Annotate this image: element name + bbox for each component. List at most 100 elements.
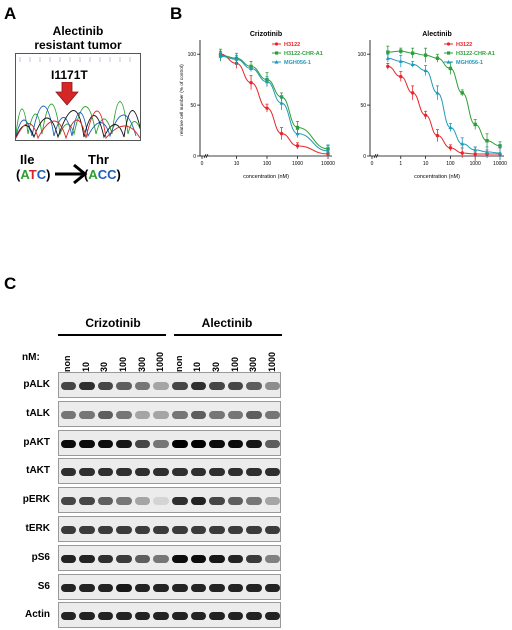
blot-band <box>190 554 207 563</box>
blot-band <box>172 382 188 390</box>
blot-band <box>172 526 188 534</box>
blot-band <box>134 497 151 506</box>
blot-band <box>134 410 151 419</box>
blot-band <box>190 410 207 419</box>
blot-band <box>116 612 132 621</box>
blot-band <box>97 583 114 592</box>
series-line-H3122-CHR-A1 <box>220 54 329 150</box>
blot-band <box>264 439 280 448</box>
blot-band <box>246 526 262 534</box>
blot-row-label: tALK <box>26 407 50 419</box>
blot-row <box>58 400 281 427</box>
blot-row-label: tERK <box>25 523 50 534</box>
series-line-H3122 <box>387 65 500 155</box>
data-point <box>448 66 453 71</box>
axis-break <box>375 153 379 159</box>
blot-band <box>153 382 169 390</box>
x-tick-label: 100 <box>446 161 455 167</box>
lane-label: non <box>62 355 73 373</box>
data-point <box>386 50 390 54</box>
blot-band <box>97 468 114 477</box>
from-codon-base-1: A <box>20 167 29 182</box>
blot-band <box>116 554 132 563</box>
nm-label: nM: <box>22 352 40 363</box>
data-point <box>218 54 223 58</box>
blot-band <box>116 410 132 419</box>
paren-close: ) <box>46 167 51 182</box>
blot-band <box>246 497 262 506</box>
blot-row-label: pALK <box>23 379 50 390</box>
blot-row <box>58 602 281 629</box>
to-codon-base-1: A <box>88 167 98 182</box>
x-tick-label: 1000 <box>470 161 481 167</box>
blot-band <box>264 497 280 506</box>
x-axis-label: concentration (nM) <box>414 174 460 180</box>
to-codon: (ACC) <box>84 167 121 182</box>
data-point <box>498 150 502 155</box>
blot-band <box>264 583 280 592</box>
y-tick-label: 50 <box>190 103 196 109</box>
blot-band <box>79 439 95 448</box>
blot-band <box>172 554 188 563</box>
alectinib-group-bar <box>174 334 282 336</box>
series-line-H3122-CHR-A1 <box>387 50 501 147</box>
series-line-H3122 <box>220 53 329 155</box>
blot-band <box>79 583 95 592</box>
y-tick-label: 100 <box>358 52 367 58</box>
data-point <box>326 148 330 153</box>
blot-band <box>79 468 95 477</box>
chart-title: Crizotinib <box>250 31 282 38</box>
data-point <box>423 113 428 117</box>
blot-band <box>172 612 188 621</box>
paren-close: ) <box>116 167 121 182</box>
blot-band <box>153 439 169 448</box>
chromatogram-trace <box>16 57 140 140</box>
blot-band <box>209 468 225 477</box>
panel-a-title: Alectinib resistant tumor <box>18 24 138 52</box>
legend-label: H3122 <box>456 42 472 48</box>
x-tick-label: 0 <box>201 161 204 167</box>
blot-band <box>190 526 207 534</box>
blot-row-label: pAKT <box>23 436 50 448</box>
data-point <box>410 62 415 66</box>
blot-band <box>153 583 169 592</box>
chromatogram <box>15 53 141 141</box>
blot-row-label: tAKT <box>26 465 50 477</box>
blot-band <box>190 382 207 390</box>
blot-band <box>79 554 95 563</box>
blot-band <box>60 554 77 563</box>
data-point <box>249 66 254 71</box>
blot-band <box>116 382 132 390</box>
data-point <box>249 80 253 85</box>
y-tick-label: 100 <box>188 52 197 58</box>
blot-band <box>153 410 169 419</box>
blot-band <box>153 526 169 534</box>
data-point <box>399 49 403 53</box>
blot-band <box>97 410 114 419</box>
panel-a-letter: A <box>4 4 17 23</box>
axis-break <box>203 153 207 159</box>
blot-band <box>97 439 114 448</box>
blot-row-label: pS6 <box>31 551 50 563</box>
x-tick-label: 1000 <box>292 161 303 167</box>
blot-band <box>227 497 244 506</box>
data-point <box>435 56 440 60</box>
from-codon-base-3: C <box>36 167 47 182</box>
blot-band <box>79 526 95 534</box>
blot-band <box>209 497 225 506</box>
panel-c-letter: C <box>4 274 17 293</box>
right-arrow-icon <box>55 163 88 185</box>
blot-band <box>246 612 262 621</box>
y-tick-label: 0 <box>193 154 196 160</box>
blot-row <box>58 429 281 456</box>
blot-band <box>116 439 132 448</box>
data-point <box>435 90 440 95</box>
blot-band <box>79 612 95 621</box>
data-point <box>435 133 440 138</box>
lane-label: 1000 <box>266 351 277 372</box>
from-codon-base-2: T <box>28 167 37 182</box>
data-point <box>473 147 478 152</box>
blot-band <box>209 583 225 592</box>
blot-band <box>264 382 280 390</box>
